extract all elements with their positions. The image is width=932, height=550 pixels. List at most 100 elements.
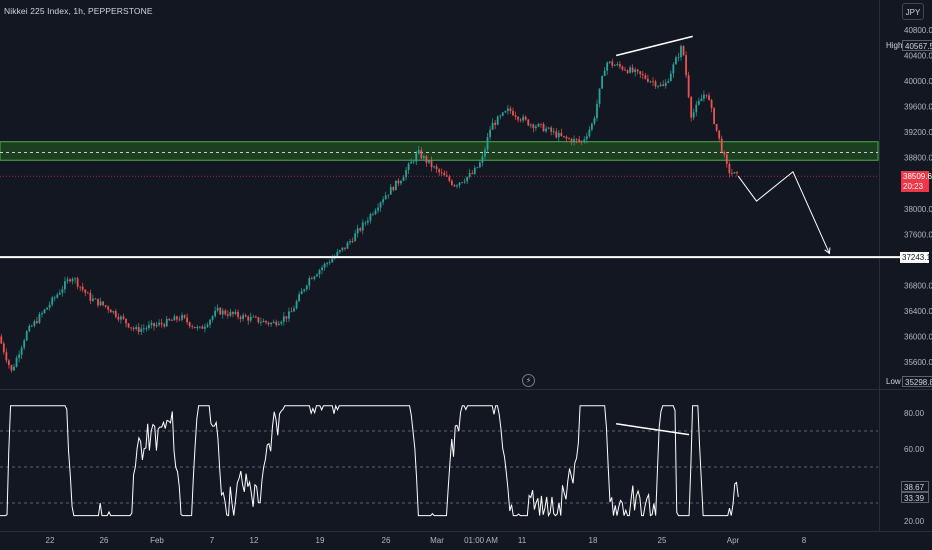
candle-body: [708, 95, 710, 100]
projection-arrowhead[interactable]: [824, 247, 831, 255]
candle-body: [234, 311, 237, 314]
candle-body: [509, 108, 512, 111]
candle-body: [38, 314, 41, 323]
candle-body: [629, 67, 631, 73]
candle-body: [720, 138, 723, 153]
divergence-trendline[interactable]: [615, 35, 693, 57]
candle-body: [422, 156, 425, 159]
candle-body: [540, 123, 542, 125]
candle-body: [153, 322, 155, 327]
candle-body: [64, 281, 66, 290]
candle-body: [672, 64, 675, 74]
candle-body: [649, 81, 652, 83]
candle-body: [382, 199, 385, 203]
candle-body: [285, 316, 288, 319]
candle-body: [336, 251, 339, 257]
candle-body: [41, 313, 43, 315]
candle-body: [69, 279, 71, 282]
candle-body: [36, 321, 38, 323]
time-tick-label: 8: [802, 536, 807, 545]
candle-body: [318, 270, 321, 275]
candle-body: [25, 331, 28, 341]
high-value: 40567.5: [902, 40, 932, 51]
candle-body: [341, 247, 344, 251]
candle-body: [529, 124, 532, 126]
candle-body: [478, 162, 481, 168]
candle-body: [491, 122, 494, 130]
candle-body: [267, 322, 270, 325]
candle-body: [270, 322, 273, 325]
candle-body: [588, 129, 591, 137]
candle-body: [369, 214, 372, 221]
currency-button[interactable]: JPY: [902, 3, 924, 20]
candle-body: [206, 324, 209, 327]
candle-body: [176, 316, 178, 320]
candle-body: [644, 75, 647, 79]
candle-body: [58, 292, 61, 295]
candle-body: [0, 336, 3, 344]
candle-body: [537, 123, 540, 127]
candle-body: [425, 156, 428, 163]
candle-body: [15, 357, 18, 367]
candle-body: [66, 279, 69, 282]
time-tick-label: 25: [658, 536, 667, 545]
candle-body: [244, 315, 247, 317]
symbol-title[interactable]: Nikkei 225 Index, 1h, PEPPERSTONE: [4, 6, 153, 16]
countdown-label: 20:23: [901, 181, 929, 192]
candle-body: [512, 110, 514, 116]
candle-body: [53, 297, 56, 299]
candle-body: [557, 132, 560, 138]
candle-body: [89, 292, 92, 301]
candle-body: [624, 69, 626, 71]
rsi-tick-label: 80.00: [904, 409, 925, 418]
candle-body: [338, 250, 341, 252]
candle-body: [109, 309, 112, 313]
candle-body: [690, 96, 693, 118]
candle-body: [456, 185, 458, 187]
candle-body: [148, 324, 150, 329]
candle-body: [448, 176, 451, 181]
candle-body: [272, 321, 275, 323]
candle-body: [407, 163, 410, 171]
candle-body: [736, 172, 738, 174]
candle-body: [142, 328, 145, 330]
candle-body: [81, 286, 84, 290]
candle-body: [211, 316, 214, 320]
candle-body: [5, 352, 8, 361]
candle-body: [596, 103, 598, 119]
candle-body: [130, 327, 132, 329]
candle-body: [389, 186, 392, 195]
candle-body: [532, 124, 535, 129]
lightning-icon[interactable]: ⚡: [522, 374, 535, 387]
candle-body: [410, 161, 413, 164]
candle-body: [603, 70, 606, 77]
candle-body: [430, 160, 433, 168]
candle-body: [97, 298, 99, 306]
candle-body: [219, 307, 222, 315]
candle-body: [458, 182, 461, 186]
candle-body: [713, 108, 715, 124]
candle-body: [494, 122, 497, 125]
candle-body: [496, 116, 499, 125]
candle-body: [621, 66, 624, 70]
candle-body: [473, 167, 476, 174]
projection-path[interactable]: [737, 170, 830, 254]
candle-body: [188, 322, 191, 327]
candle-body: [598, 88, 601, 104]
candle-body: [372, 214, 374, 215]
time-tick-label: 18: [589, 536, 598, 545]
candle-body: [275, 321, 278, 326]
rsi-divergence-trendline[interactable]: [616, 423, 690, 436]
candle-body: [394, 180, 397, 191]
candle-body: [79, 286, 82, 288]
candle-body: [519, 119, 522, 121]
candle-body: [685, 55, 687, 76]
candle-body: [453, 184, 456, 187]
drawings[interactable]: [0, 35, 900, 436]
candle-body: [313, 276, 316, 280]
candle-body: [631, 67, 634, 73]
candle-body: [112, 311, 115, 313]
candle-body: [662, 84, 665, 86]
